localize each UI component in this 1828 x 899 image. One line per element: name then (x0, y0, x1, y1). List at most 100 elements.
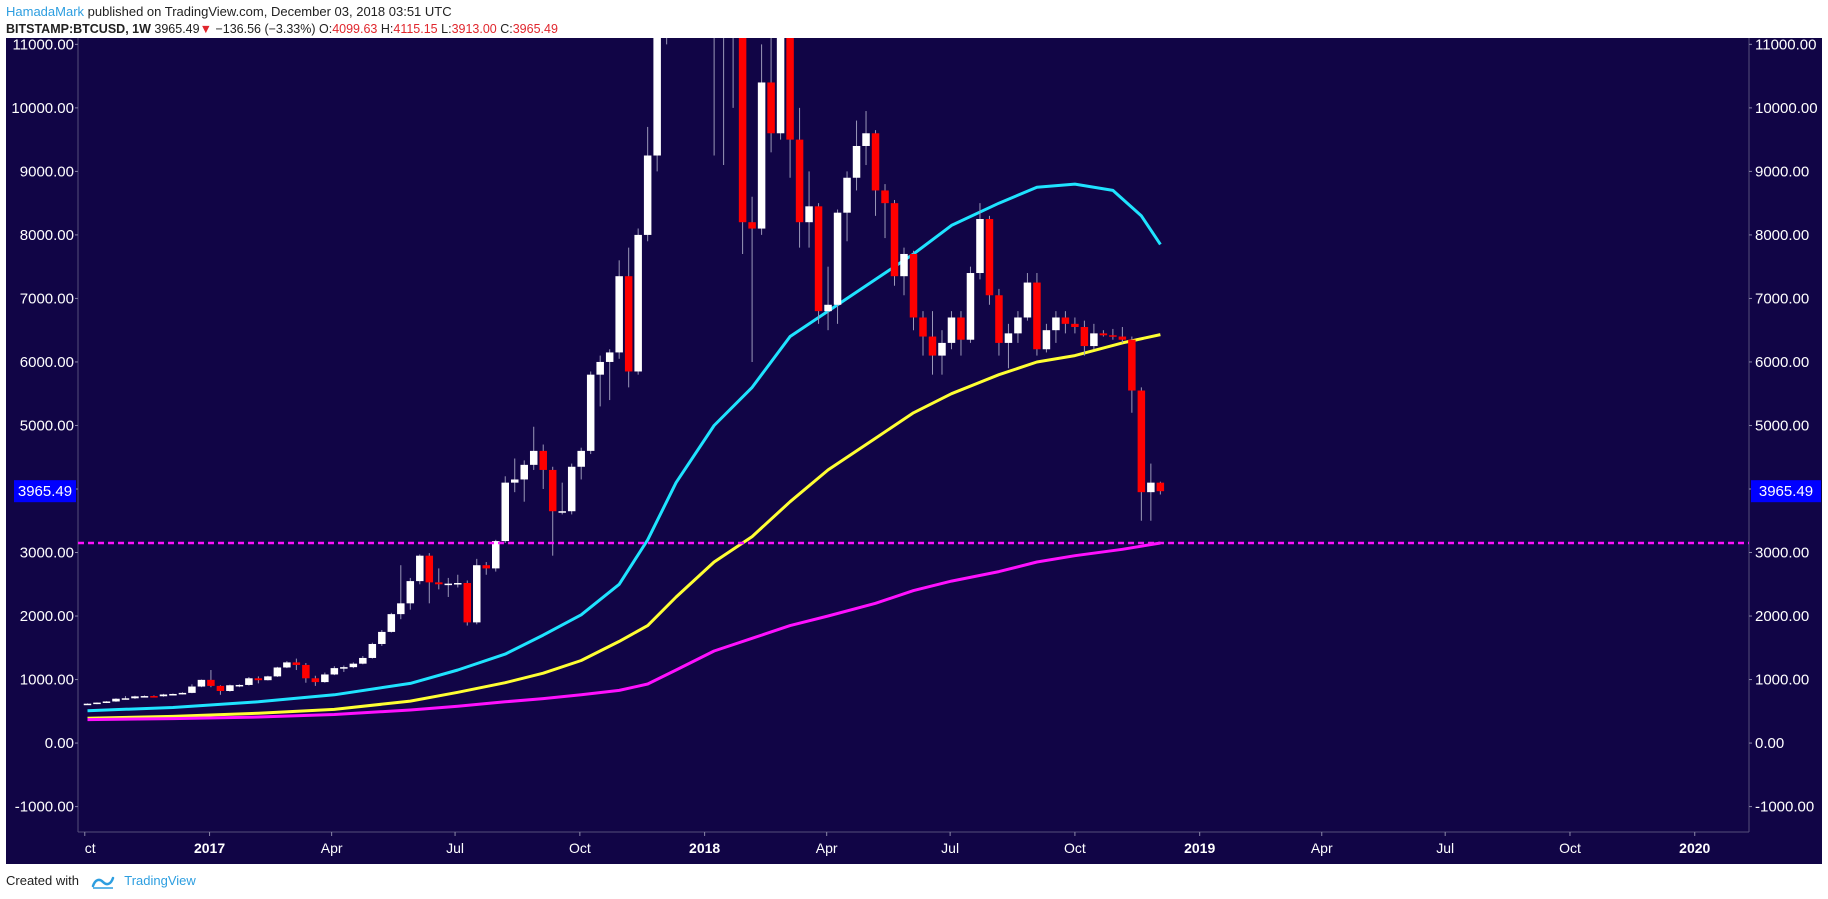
candle-body (1061, 317, 1070, 324)
candle-body (93, 702, 101, 705)
candle-body (197, 679, 206, 687)
candle-body (938, 342, 946, 356)
candle-body (311, 678, 320, 683)
x-tick-label: 2018 (689, 840, 720, 856)
y-tick-label: 6000.00 (20, 354, 74, 371)
candle-body (1099, 333, 1108, 336)
ma-line-2 (87, 333, 1161, 720)
y-tick-label: 8000.00 (1755, 227, 1809, 244)
candle-body (1118, 336, 1127, 340)
y-tick-label: 3000.00 (20, 545, 74, 562)
candle-body (292, 662, 301, 665)
candle-body (216, 685, 225, 691)
y-tick-label: 10000.00 (11, 100, 74, 117)
candle-body (1147, 482, 1155, 493)
candle-body (444, 583, 453, 586)
ma-line-1 (87, 182, 1162, 713)
candle-body (567, 466, 576, 512)
candle-body (729, 13, 737, 26)
candle-body (416, 555, 424, 582)
y-tick-label: 0.00 (1755, 735, 1784, 752)
candle-body (425, 555, 434, 583)
candle-body (397, 603, 405, 615)
candle-body (605, 352, 614, 362)
candle-body (720, 0, 728, 13)
candle-body (302, 664, 310, 679)
candle-body (207, 679, 215, 686)
candle-body (273, 667, 282, 677)
tradingview-logo-icon (91, 876, 114, 889)
last-price: 3965.49 (154, 22, 200, 36)
y-tick-label: 11000.00 (13, 36, 74, 53)
candle-body (995, 295, 1003, 343)
author-link[interactable]: HamadaMark (6, 4, 85, 19)
candle-body (140, 696, 149, 698)
open-value: 4099.63 (332, 22, 378, 36)
candle-body (985, 219, 994, 296)
candle-body (473, 565, 481, 623)
candle-body (121, 698, 130, 700)
y-tick-label: 3000.00 (1755, 545, 1809, 562)
candle-body (1033, 282, 1041, 350)
candle-body (976, 219, 984, 274)
y-tick-label: 7000.00 (1755, 290, 1809, 307)
candle-body (947, 317, 956, 343)
candle-body (1080, 327, 1089, 347)
candle-body (1052, 317, 1060, 331)
candle-body (1004, 333, 1013, 343)
candle-body (321, 674, 329, 683)
candle-body (738, 38, 747, 223)
candle-body (463, 583, 472, 623)
y-tick-label: 5000.00 (1755, 417, 1809, 434)
y-tick-label: 1000.00 (1755, 672, 1809, 689)
close-value: 3965.49 (512, 22, 558, 36)
candle-body (520, 464, 528, 480)
candle-body (283, 662, 291, 668)
candle-body (748, 222, 756, 229)
created-with-text: Created with (6, 873, 79, 888)
last-price-label-left (14, 480, 76, 503)
close-label: C: (500, 22, 513, 36)
candle-body (131, 696, 139, 699)
candle-body (624, 276, 633, 372)
candle-body (1014, 317, 1022, 334)
tradingview-link[interactable]: TradingView (124, 873, 196, 888)
candle-body (957, 317, 965, 340)
x-tick-label: Jul (446, 840, 464, 856)
candle-body (786, 38, 794, 140)
publication-header: HamadaMark published on TradingView.com,… (6, 4, 452, 20)
candle-body (368, 643, 377, 658)
y-tick-label: 0.00 (45, 735, 74, 752)
candle-body (843, 177, 851, 213)
candle-body (862, 133, 870, 146)
candle-body (150, 696, 158, 698)
y-tick-label: 9000.00 (20, 163, 74, 180)
candle-body (596, 361, 604, 375)
low-value: 3913.00 (451, 22, 497, 36)
candle-body (387, 614, 396, 632)
symbol-name: BITSTAMP:BTCUSD, 1W (6, 22, 151, 36)
candle-body (852, 145, 861, 178)
last-price-text-left: 3965.49 (18, 483, 72, 500)
x-tick-label: Apr (321, 840, 343, 856)
candle-body (349, 663, 358, 668)
candle-body (558, 511, 566, 513)
x-tick-label: 2017 (194, 840, 225, 856)
publication-info: published on TradingView.com, December 0… (84, 4, 452, 19)
footer: Created with TradingView (6, 872, 196, 890)
candle-body (510, 479, 519, 483)
low-label: L: (441, 22, 452, 36)
candle-body (871, 133, 880, 191)
x-tick-label: Jul (941, 840, 959, 856)
symbol-legend: BITSTAMP:BTCUSD, 1W 3965.49▼ −136.56 (−3… (6, 21, 558, 37)
candle-body (919, 317, 927, 337)
candle-body (226, 685, 234, 691)
candle-body (814, 206, 823, 312)
last-price-labels: 3965.49 3965.49 (14, 480, 1821, 503)
y-tick-label: 1000.00 (20, 672, 74, 689)
candle-body (653, 38, 661, 156)
candle-body (1156, 482, 1165, 492)
candle-body (482, 565, 491, 569)
x-tick-label: 2019 (1184, 840, 1215, 856)
